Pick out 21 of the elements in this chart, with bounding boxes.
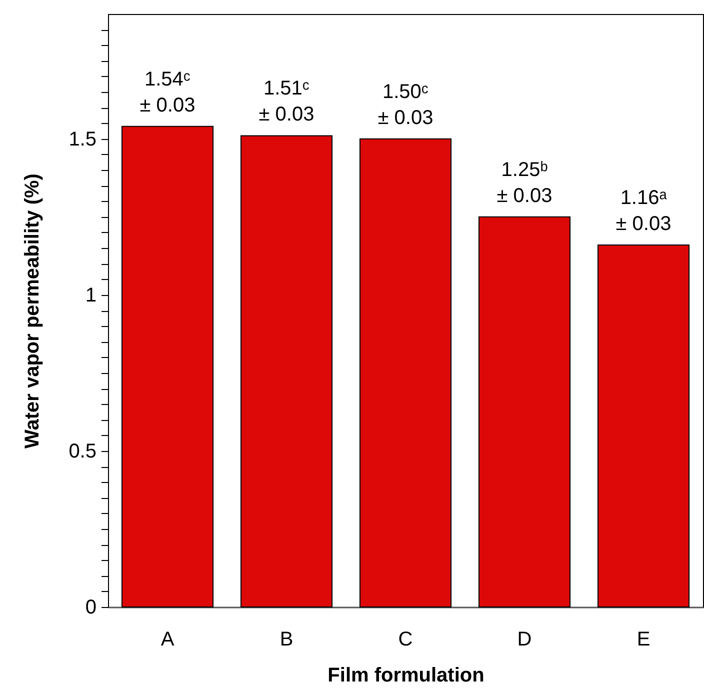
x-tick-label: E xyxy=(636,628,650,650)
data-label: 1.54ᶜ ± 0.03 xyxy=(140,68,196,116)
y-tick-label: 1.5 xyxy=(68,128,96,150)
data-label: 1.51ᶜ ± 0.03 xyxy=(258,78,314,126)
bar xyxy=(597,244,690,608)
x-axis-title: Film formulation xyxy=(328,664,484,686)
bar xyxy=(478,216,571,608)
y-tick-label: 0.5 xyxy=(68,440,96,462)
x-tick-label: C xyxy=(398,628,413,650)
data-label: 1.25ᵇ ± 0.03 xyxy=(496,158,552,207)
x-tick-label: D xyxy=(517,628,532,650)
data-label: 1.50ᶜ ± 0.03 xyxy=(378,80,434,129)
y-tick-label: 0 xyxy=(85,596,96,618)
x-tick-label: B xyxy=(280,628,294,650)
y-tick-label: 1 xyxy=(85,284,96,306)
bar xyxy=(240,135,333,608)
y-axis-title: Water vapor permeability (%) xyxy=(22,174,44,448)
data-label: 1.16ᵃ ± 0.03 xyxy=(616,186,672,235)
bar xyxy=(359,138,452,608)
bar xyxy=(121,126,214,608)
x-tick-label: A xyxy=(160,628,175,650)
